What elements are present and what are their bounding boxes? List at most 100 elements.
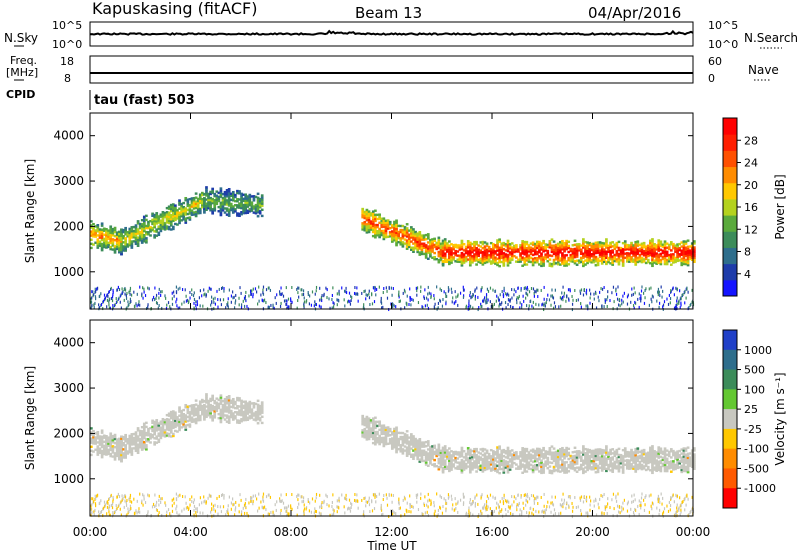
- power-cell: [632, 246, 635, 249]
- velocity-cell: [475, 460, 478, 463]
- power-cell: [410, 303, 412, 307]
- velocity-cell: [510, 459, 514, 462]
- velocity-cell: [149, 426, 152, 430]
- velocity-cell: [471, 449, 474, 453]
- power-cell: [426, 233, 430, 236]
- power-cell: [427, 306, 430, 310]
- velocity-cell: [234, 411, 237, 414]
- velocity-cell: [111, 445, 115, 448]
- velocity-cell: [248, 408, 252, 412]
- power-cell: [469, 291, 471, 295]
- power-cell: [209, 207, 212, 210]
- velocity-cell: [223, 406, 227, 409]
- velocity-cell: [171, 412, 175, 415]
- power-cell: [338, 299, 340, 303]
- power-cell: [380, 301, 383, 305]
- velocity-cell: [445, 465, 449, 468]
- velocity-cell: [533, 466, 537, 469]
- power-cell: [171, 207, 175, 210]
- velocity-cell: [140, 438, 144, 441]
- power-cell: [382, 223, 386, 226]
- power-cell: [426, 247, 430, 250]
- power-cell: [573, 260, 577, 263]
- power-cell: [240, 202, 243, 206]
- velocity-cell: [598, 458, 602, 461]
- velocity-cell: [196, 414, 200, 418]
- velocity-cell: [600, 469, 604, 472]
- power-cell: [203, 209, 206, 212]
- velocity-cell: [198, 404, 202, 407]
- velocity-cell: [371, 437, 375, 441]
- velocity-cell: [448, 457, 451, 460]
- velocity-cell: [132, 432, 136, 436]
- velocity-cell: [410, 443, 413, 446]
- power-cell: [680, 245, 684, 248]
- power-cell: [582, 260, 585, 264]
- velocity-cell: [242, 404, 245, 408]
- power-cell: [399, 241, 403, 244]
- velocity-cell: [182, 419, 186, 422]
- velocity-cell: [454, 450, 458, 454]
- power-cell: [171, 215, 175, 218]
- power-cell: [684, 301, 686, 305]
- velocity-cell: [117, 447, 121, 451]
- power-cell: [642, 291, 645, 295]
- velocity-cell: [240, 413, 243, 417]
- power-cell: [688, 251, 692, 254]
- velocity-cell: [120, 459, 123, 463]
- power-cell: [260, 200, 264, 203]
- velocity-cell: [481, 453, 485, 457]
- velocity-cell: [176, 422, 179, 425]
- power-cell: [501, 289, 503, 293]
- velocity-cell: [602, 459, 606, 462]
- power-cell: [374, 213, 377, 217]
- velocity-cell: [186, 411, 190, 415]
- velocity-cell: [403, 435, 407, 438]
- power-cell: [161, 221, 165, 224]
- power-cell: [512, 248, 516, 252]
- velocity-cell: [130, 451, 134, 454]
- velocity-cell: [256, 405, 260, 409]
- power-cell: [126, 235, 130, 238]
- velocity-cell: [171, 414, 175, 417]
- velocity-cell: [567, 447, 571, 451]
- power-cell: [182, 214, 186, 217]
- power-cell: [594, 247, 598, 251]
- velocity-cell: [120, 457, 123, 461]
- power-cell: [246, 201, 250, 204]
- velocity-cell: [584, 454, 587, 457]
- velocity-cell: [429, 445, 432, 449]
- power-cell: [682, 246, 686, 249]
- power-cell: [229, 198, 233, 202]
- power-cell: [688, 245, 692, 248]
- power-cell: [390, 226, 394, 229]
- velocity-cell: [531, 470, 535, 474]
- power-cell: [584, 240, 587, 244]
- power-cell: [429, 242, 432, 246]
- power-cell: [115, 243, 119, 247]
- power-cell: [567, 246, 571, 250]
- power-cell: [180, 213, 183, 216]
- power-cell: [426, 251, 430, 254]
- power-cell: [468, 249, 472, 253]
- velocity-cell: [590, 468, 594, 471]
- velocity-cell: [401, 450, 405, 453]
- velocity-cell: [390, 445, 394, 448]
- power-cell: [171, 227, 175, 231]
- power-cell: [153, 217, 157, 221]
- velocity-cell: [456, 457, 460, 460]
- velocity-cell: [244, 416, 248, 420]
- power-cell: [680, 241, 684, 244]
- power-cell: [540, 254, 543, 257]
- power-cell: [198, 207, 202, 211]
- power-cell: [590, 248, 594, 252]
- power-cell: [462, 249, 466, 252]
- power-cell: [369, 303, 371, 307]
- velocity-cell: [494, 469, 497, 472]
- power-cell: [682, 293, 684, 297]
- power-cell: [594, 245, 598, 249]
- power-cell: [523, 286, 525, 290]
- power-cell: [480, 302, 482, 306]
- power-cell: [443, 248, 447, 251]
- power-cell: [286, 299, 288, 303]
